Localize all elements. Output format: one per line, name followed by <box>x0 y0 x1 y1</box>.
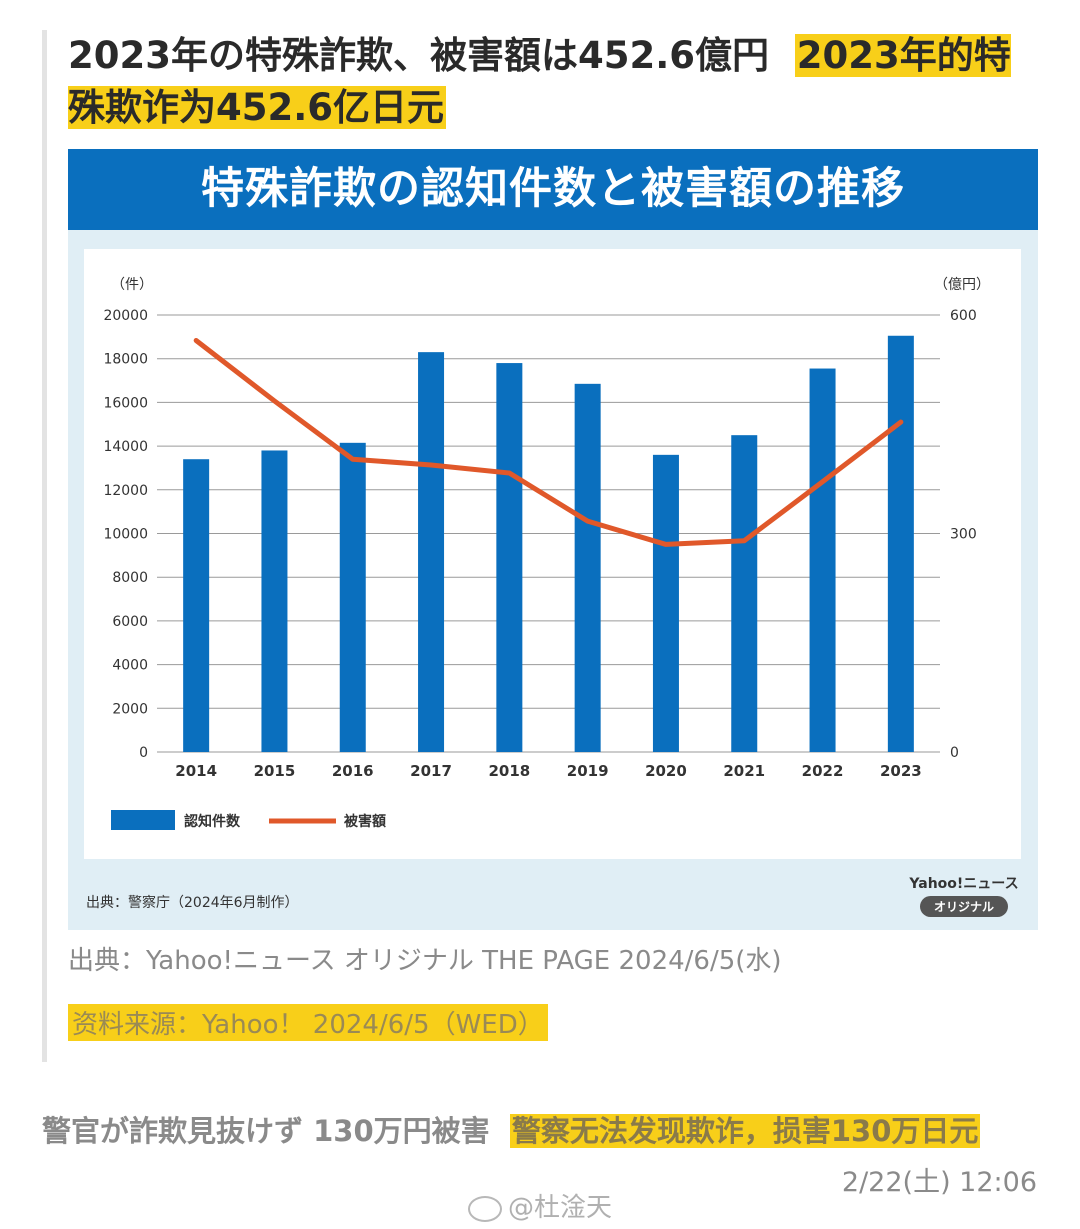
plot-panel: 0 2000 4000 6000 8000 10000 12000 14000 16000 180… <box>84 249 1021 859</box>
watermark: @杜淦天 <box>468 1187 612 1224</box>
x-tick-label: 2019 <box>567 762 609 780</box>
bar-2022 <box>809 368 836 752</box>
quote-bar <box>42 30 47 1062</box>
x-tick-label: 2017 <box>410 762 452 780</box>
x-tick-label: 2016 <box>332 762 374 780</box>
y-left-tick-label: 18000 <box>103 352 148 368</box>
bar-2023 <box>887 335 914 752</box>
x-tick-label: 2015 <box>254 762 296 780</box>
y-left-tick-label: 14000 <box>103 439 148 455</box>
y-right-tick-label: 300 <box>950 527 977 543</box>
y-left-tick-label: 0 <box>139 745 148 761</box>
caption-cn: 资料来源：Yahoo！ 2024/6/5（WED） <box>68 1004 548 1041</box>
legend-label-bar: 認知件数 <box>184 813 241 830</box>
y-left-tick-label: 12000 <box>103 483 148 499</box>
y-left-tick-label: 6000 <box>112 614 148 630</box>
brand-logo: Yahoo!ニュース オリジナル <box>904 873 1024 917</box>
line-series-damage <box>193 337 904 547</box>
bar-2014 <box>183 459 210 752</box>
y-left-tick-label: 4000 <box>112 658 148 674</box>
x-tick-label: 2020 <box>645 762 687 780</box>
chart-figure: 特殊詐欺の認知件数と被害額の推移 0 2000 4000 6000 8000 10000 1… <box>68 149 1038 930</box>
y-left-tick-label: 20000 <box>103 308 148 324</box>
y-left-tick-label: 8000 <box>112 570 148 586</box>
y-left-tick-label: 16000 <box>103 395 148 411</box>
legend-label-line: 被害額 <box>344 813 386 830</box>
sub-headline-ja[interactable]: 警官が詐欺見抜けず 130万円被害 <box>42 1114 490 1148</box>
bar-2016 <box>339 442 366 752</box>
y-right-tick-label: 600 <box>950 308 977 324</box>
bar-2015 <box>261 450 288 752</box>
x-tick-label: 2022 <box>802 762 844 780</box>
x-tick-label: 2014 <box>175 762 217 780</box>
bar-2020 <box>652 454 679 752</box>
figure-source: 出典：警察庁（2024年6月制作） <box>86 895 299 911</box>
x-tick-label: 2021 <box>723 762 765 780</box>
headline-ja: 2023年の特殊詐欺、被害額は452.6億円 <box>68 34 770 77</box>
sub-headline-cn[interactable]: 警察无法发现欺诈，损害130万日元 <box>509 1114 981 1148</box>
watermark-text: @杜淦天 <box>508 1193 613 1223</box>
y-left-tick-label: 2000 <box>112 701 148 717</box>
x-tick-label: 2018 <box>488 762 530 780</box>
bar-2018 <box>496 363 523 752</box>
chart-svg: 0200040006000800010000120001400016000180… <box>103 277 990 830</box>
sub-headline[interactable]: 警官が詐欺見抜けず 130万円被害 警察无法发现欺诈，损害130万日元 <box>42 1108 1042 1150</box>
bar-2021 <box>731 435 758 752</box>
y-left-tick-label: 10000 <box>103 527 148 543</box>
y-right-tick-label: 0 <box>950 745 959 761</box>
weibo-icon <box>468 1195 502 1222</box>
brand-tag: オリジナル <box>919 896 1008 917</box>
bar-2019 <box>574 383 601 752</box>
caption-ja: 出典：Yahoo!ニュース オリジナル THE PAGE 2024/6/5(水) <box>68 946 782 976</box>
y-left-unit: （件） <box>111 277 153 293</box>
brand-name: Yahoo!ニュース <box>909 876 1019 892</box>
x-tick-label: 2023 <box>880 762 922 780</box>
y-right-unit: （億円） <box>934 277 990 293</box>
bar-2017 <box>418 352 445 752</box>
legend-swatch-bar <box>111 810 175 830</box>
timestamp: 2/22(土) 12:06 <box>841 1167 1037 1198</box>
headline: 2023年の特殊詐欺、被害額は452.6億円 2023年的特殊欺诈为452.6亿… <box>68 30 1028 134</box>
chart-title: 特殊詐欺の認知件数と被害額の推移 <box>68 149 1038 230</box>
